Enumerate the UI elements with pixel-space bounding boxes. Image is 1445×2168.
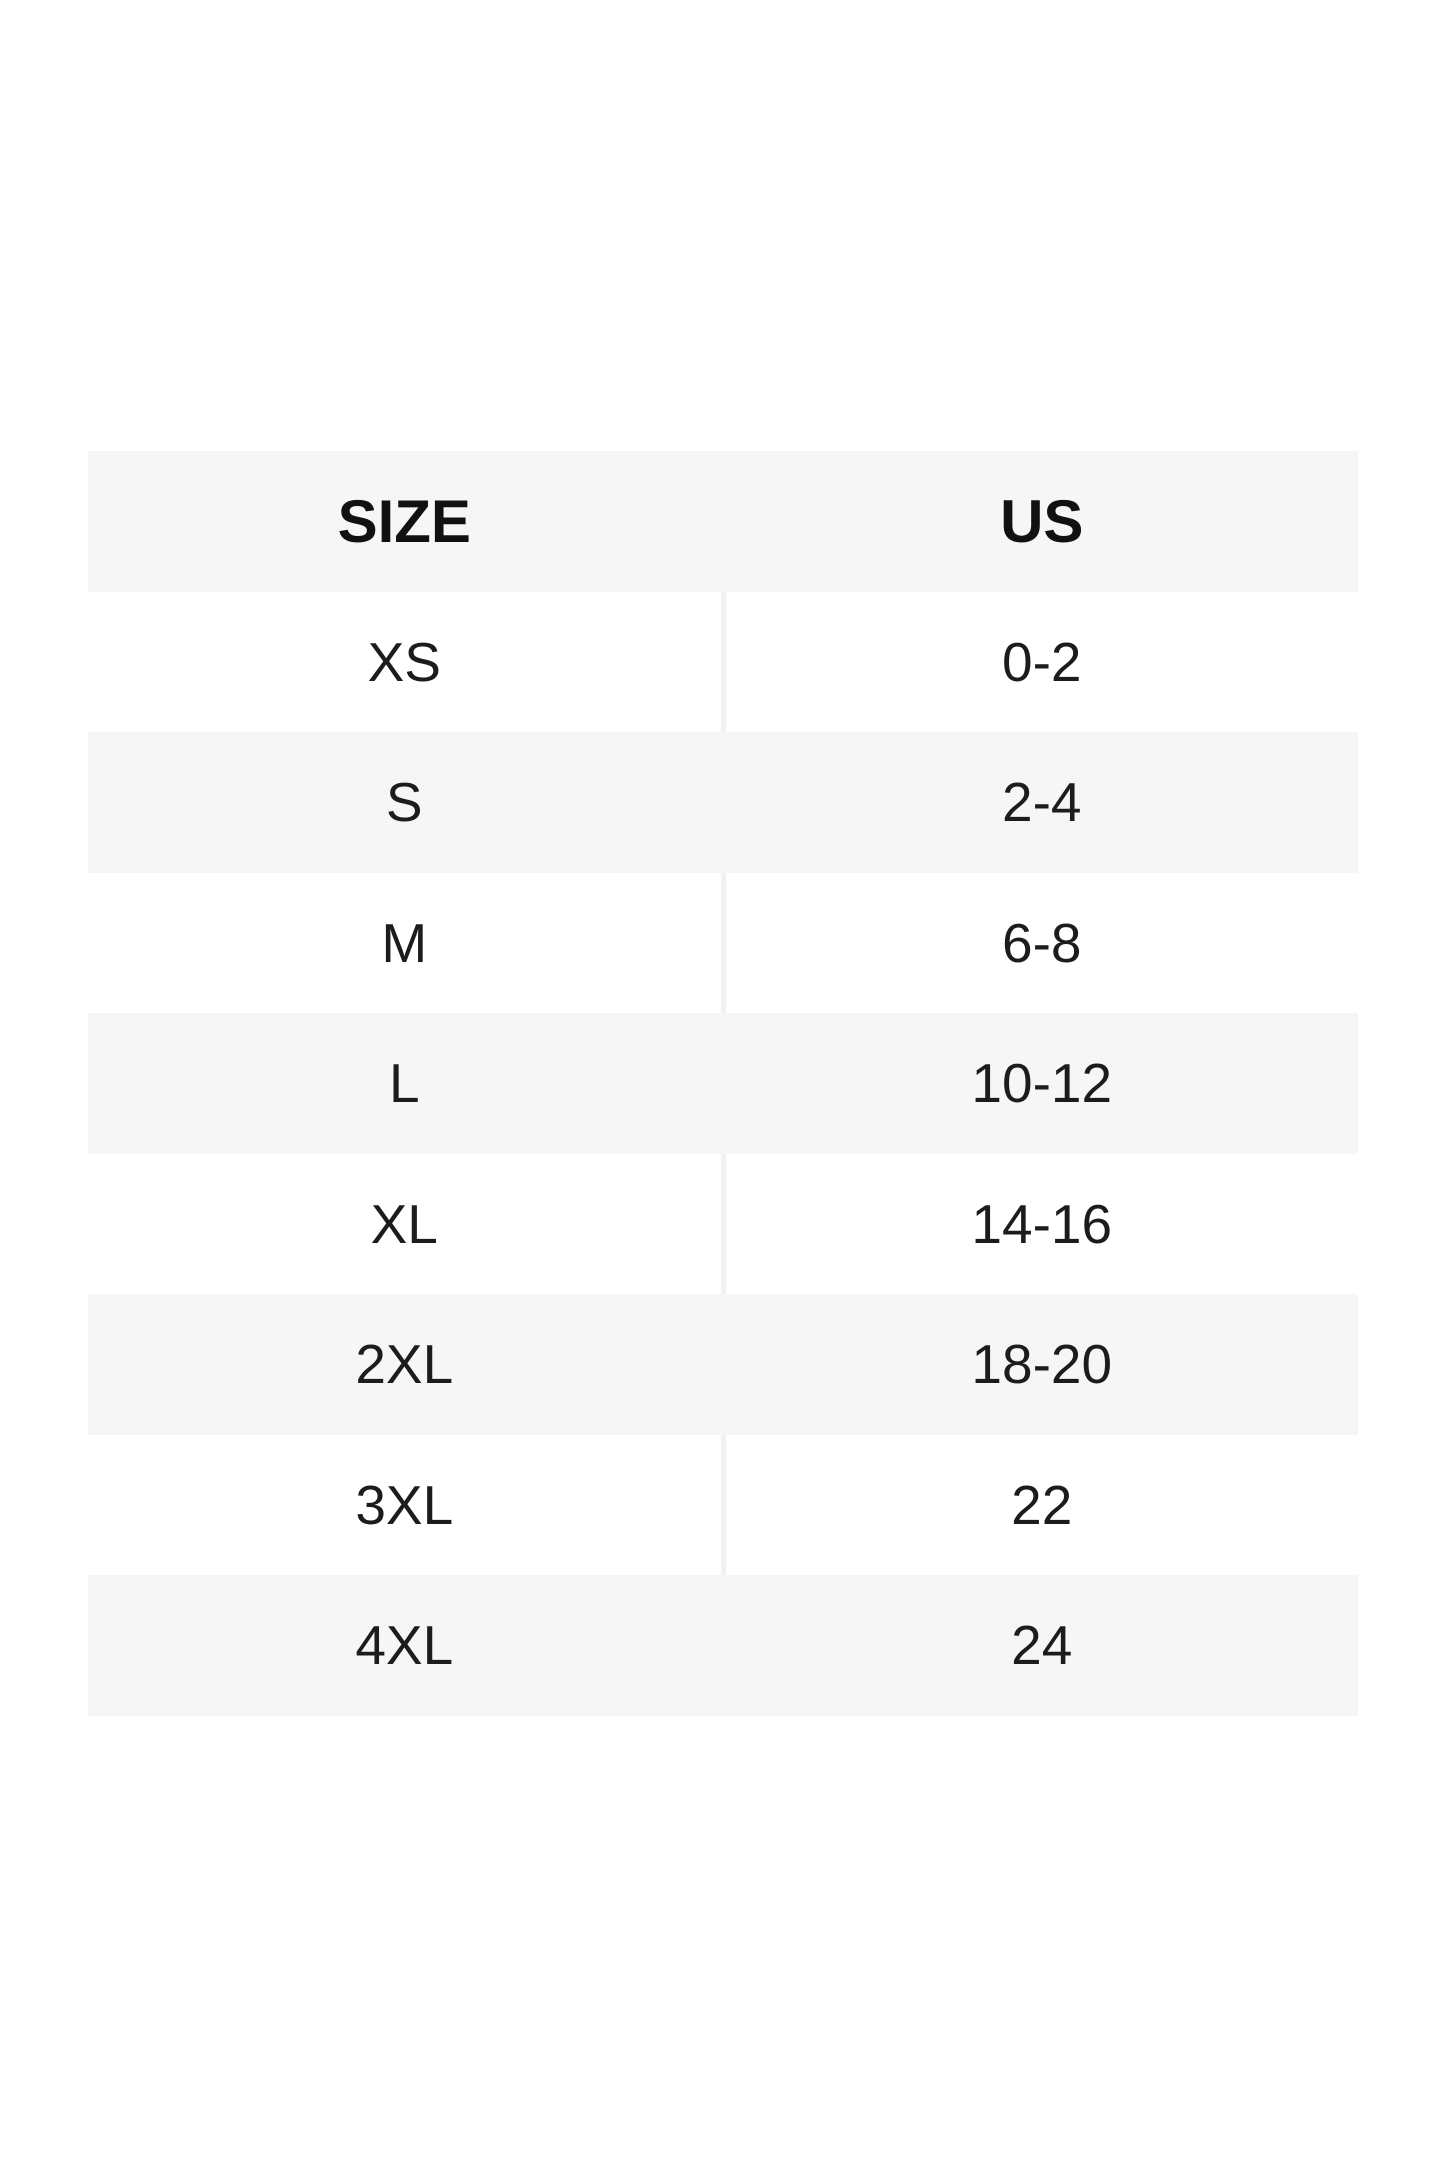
- size-value: 3XL: [355, 1473, 454, 1536]
- size-value: S: [385, 771, 423, 834]
- table-row: 3XL 22: [88, 1434, 1359, 1575]
- size-value: M: [381, 911, 428, 974]
- table-row: M 6-8: [88, 872, 1359, 1013]
- table-row: 4XL 24: [88, 1575, 1358, 1716]
- us-value: 18-20: [971, 1333, 1113, 1396]
- table-header-row: SIZE US: [88, 451, 1358, 592]
- size-value: 4XL: [355, 1614, 454, 1677]
- us-value: 14-16: [720, 1153, 1359, 1294]
- table-row: 2XL 18-20: [88, 1294, 1358, 1435]
- column-header-size: SIZE: [337, 487, 471, 555]
- us-value: 0-2: [720, 591, 1359, 732]
- us-value: 10-12: [971, 1052, 1113, 1115]
- us-value: 22: [720, 1434, 1359, 1575]
- table-row: XS 0-2: [88, 591, 1359, 732]
- us-value: 2-4: [1002, 771, 1082, 834]
- us-value: 6-8: [720, 872, 1359, 1013]
- size-value: 2XL: [355, 1333, 454, 1396]
- table-row: XL 14-16: [88, 1153, 1359, 1294]
- size-chart-table: SIZE US XS 0-2 S 2-4 M 6-8 L 10-12 XL 14…: [88, 451, 1358, 1716]
- size-value: XL: [370, 1192, 438, 1255]
- size-value: XS: [367, 630, 441, 693]
- us-value: 24: [1011, 1614, 1073, 1677]
- size-value: L: [388, 1052, 420, 1115]
- table-row: S 2-4: [88, 732, 1358, 873]
- table-row: L 10-12: [88, 1013, 1358, 1154]
- column-header-us: US: [1000, 487, 1084, 555]
